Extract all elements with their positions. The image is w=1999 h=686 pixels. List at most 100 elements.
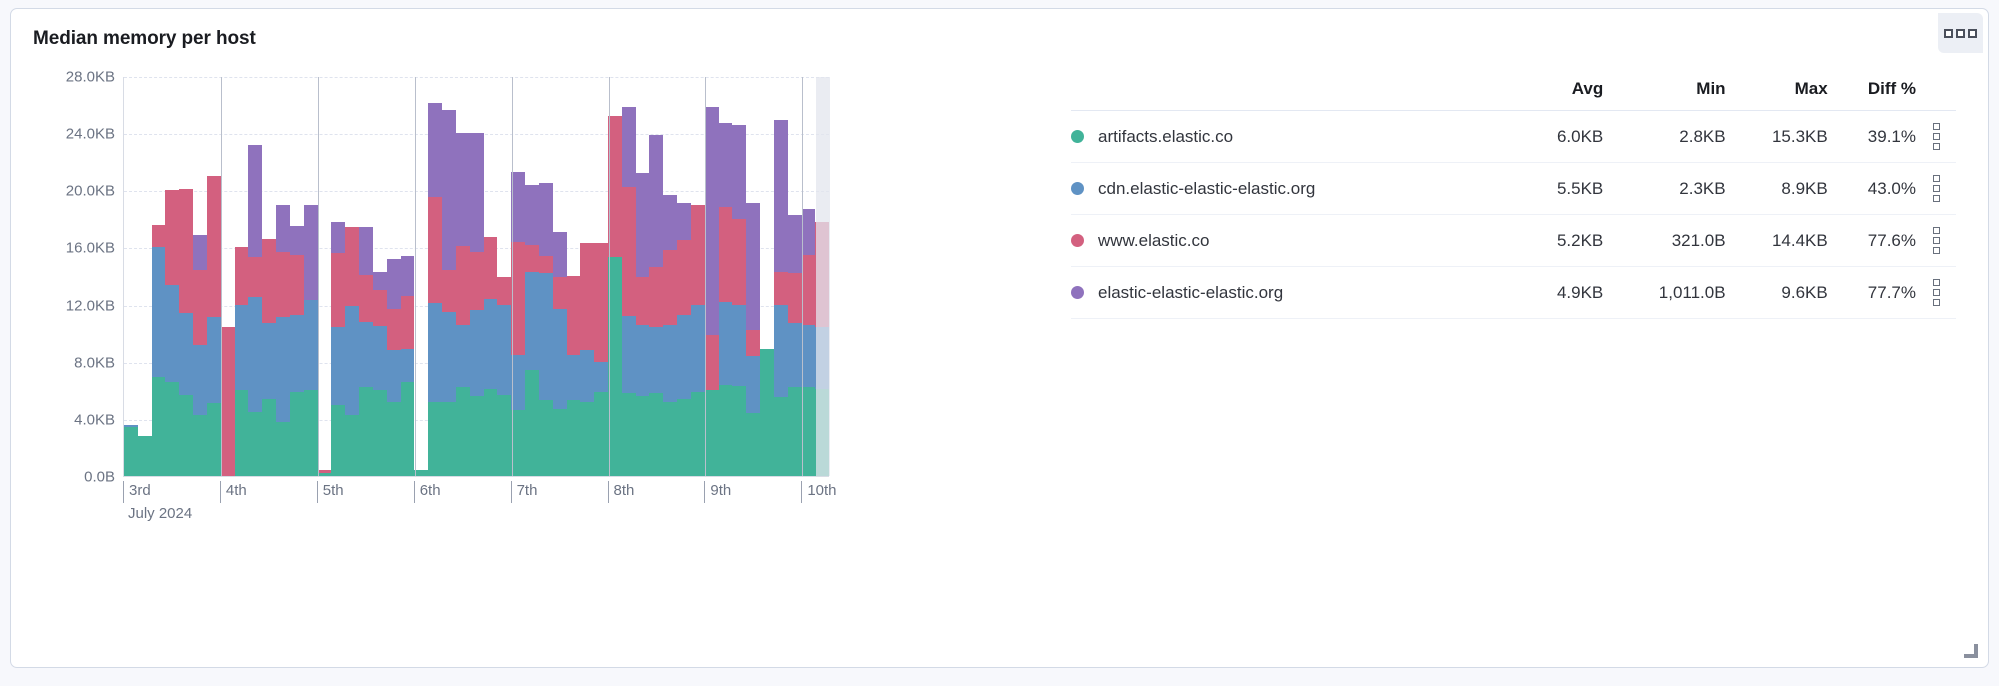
bar-stack[interactable] <box>483 77 498 476</box>
column-header-min[interactable]: Min <box>1603 75 1726 111</box>
bar-segment <box>276 251 290 318</box>
bar-segment <box>317 470 332 474</box>
bar-segment <box>276 204 290 252</box>
bar-stack[interactable] <box>262 77 277 476</box>
bar-stack[interactable] <box>690 77 705 476</box>
bar-stack[interactable] <box>165 77 180 476</box>
row-actions-menu-icon[interactable] <box>1926 123 1946 150</box>
bar-stack[interactable] <box>455 77 470 476</box>
cell-diff: 39.1% <box>1827 110 1916 163</box>
bar-stack[interactable] <box>566 77 581 476</box>
plot-area <box>123 77 830 477</box>
bar-stack[interactable] <box>289 77 304 476</box>
bar-segment <box>538 273 553 401</box>
bar-stack[interactable] <box>276 77 290 476</box>
bar-segment <box>511 241 526 355</box>
bar-segment <box>525 184 539 245</box>
bar-stack[interactable] <box>746 77 761 476</box>
bar-stack[interactable] <box>469 77 484 476</box>
bar-stack[interactable] <box>317 77 332 476</box>
bar-stack[interactable] <box>345 77 360 476</box>
bar-stack[interactable] <box>124 77 138 476</box>
resize-corner-icon[interactable] <box>1963 643 1978 658</box>
series-color-dot <box>1071 286 1084 299</box>
bar-stack[interactable] <box>372 77 387 476</box>
bar-stack[interactable] <box>442 77 456 476</box>
bar-stack[interactable] <box>497 77 512 476</box>
cell-max: 8.9KB <box>1725 162 1828 215</box>
bar-segment <box>649 134 664 268</box>
bar-stack[interactable] <box>220 77 235 476</box>
bar-segment <box>773 304 788 398</box>
bar-stack[interactable] <box>206 77 221 476</box>
bar-segment <box>124 424 138 428</box>
bar-stack[interactable] <box>193 77 207 476</box>
bar-segment <box>552 277 567 309</box>
legend-series-name[interactable]: artifacts.elastic.co <box>1071 110 1519 163</box>
bar-segment <box>704 334 719 391</box>
legend-series-name[interactable]: cdn.elastic-elastic-elastic.org <box>1071 162 1519 215</box>
panel-context-menu-button[interactable] <box>1938 13 1983 53</box>
column-header-max[interactable]: Max <box>1725 75 1828 111</box>
column-header-series[interactable] <box>1071 75 1519 111</box>
table-row[interactable]: www.elastic.co 5.2KB 321.0B 14.4KB 77.6% <box>1071 214 1956 267</box>
legend-label: cdn.elastic-elastic-elastic.org <box>1098 178 1316 198</box>
table-row[interactable]: cdn.elastic-elastic-elastic.org 5.5KB 2.3K… <box>1071 162 1956 215</box>
column-header-diff[interactable]: Diff % <box>1827 75 1916 111</box>
bar-stack[interactable] <box>773 77 788 476</box>
column-header-avg[interactable]: Avg <box>1518 75 1604 111</box>
bar-stack[interactable] <box>607 77 622 476</box>
bar-stack[interactable] <box>331 77 346 476</box>
bar-stack[interactable] <box>414 77 429 476</box>
bar-stack[interactable] <box>621 77 636 476</box>
bar-stack[interactable] <box>248 77 263 476</box>
bar-stack[interactable] <box>815 77 830 476</box>
bar-segment <box>801 387 816 476</box>
bar-stack[interactable] <box>704 77 719 476</box>
bar-stack[interactable] <box>303 77 318 476</box>
bar-stack[interactable] <box>179 77 194 476</box>
bar-segment <box>193 234 207 271</box>
bar-stack[interactable] <box>801 77 816 476</box>
bar-stack[interactable] <box>386 77 401 476</box>
bar-stack[interactable] <box>663 77 678 476</box>
bar-segment <box>289 391 304 476</box>
bar-stack[interactable] <box>787 77 802 476</box>
y-axis-tick-label: 28.0KB <box>65 68 115 86</box>
bar-segment <box>289 314 304 392</box>
row-actions-menu-icon[interactable] <box>1926 175 1946 202</box>
bar-stack[interactable] <box>359 77 373 476</box>
row-actions-menu-icon[interactable] <box>1926 227 1946 254</box>
bar-stack[interactable] <box>580 77 595 476</box>
cell-avg: 5.2KB <box>1518 214 1604 267</box>
row-actions-menu-icon[interactable] <box>1926 279 1946 306</box>
bar-stack[interactable] <box>538 77 553 476</box>
bar-stack[interactable] <box>552 77 567 476</box>
bar-stack[interactable] <box>525 77 539 476</box>
table-row[interactable]: elastic-elastic-elastic.org 4.9KB 1,011.0B… <box>1071 266 1956 319</box>
bar-segment <box>566 276 581 355</box>
bar-stack[interactable] <box>677 77 691 476</box>
bar-stack[interactable] <box>511 77 526 476</box>
bar-stack[interactable] <box>635 77 650 476</box>
bar-stack[interactable] <box>151 77 166 476</box>
bar-segment <box>428 103 443 198</box>
column-header-actions <box>1916 75 1956 111</box>
bar-segment <box>345 306 360 415</box>
bar-stack[interactable] <box>428 77 443 476</box>
cell-avg: 6.0KB <box>1518 110 1604 163</box>
bar-stack[interactable] <box>234 77 249 476</box>
legend-series-name[interactable]: elastic-elastic-elastic.org <box>1071 266 1519 319</box>
y-axis-tick-label: 8.0KB <box>74 354 115 372</box>
bar-stack[interactable] <box>718 77 733 476</box>
bar-stack[interactable] <box>594 77 608 476</box>
legend-label: www.elastic.co <box>1098 230 1210 250</box>
bar-stack[interactable] <box>400 77 415 476</box>
x-axis-tick-label: 3rd <box>123 481 151 503</box>
bar-stack[interactable] <box>732 77 747 476</box>
table-row[interactable]: artifacts.elastic.co 6.0KB 2.8KB 15.3KB 39.1… <box>1071 110 1956 163</box>
bar-stack[interactable] <box>649 77 664 476</box>
bar-stack[interactable] <box>760 77 774 476</box>
bar-stack[interactable] <box>137 77 152 476</box>
legend-series-name[interactable]: www.elastic.co <box>1071 214 1519 267</box>
